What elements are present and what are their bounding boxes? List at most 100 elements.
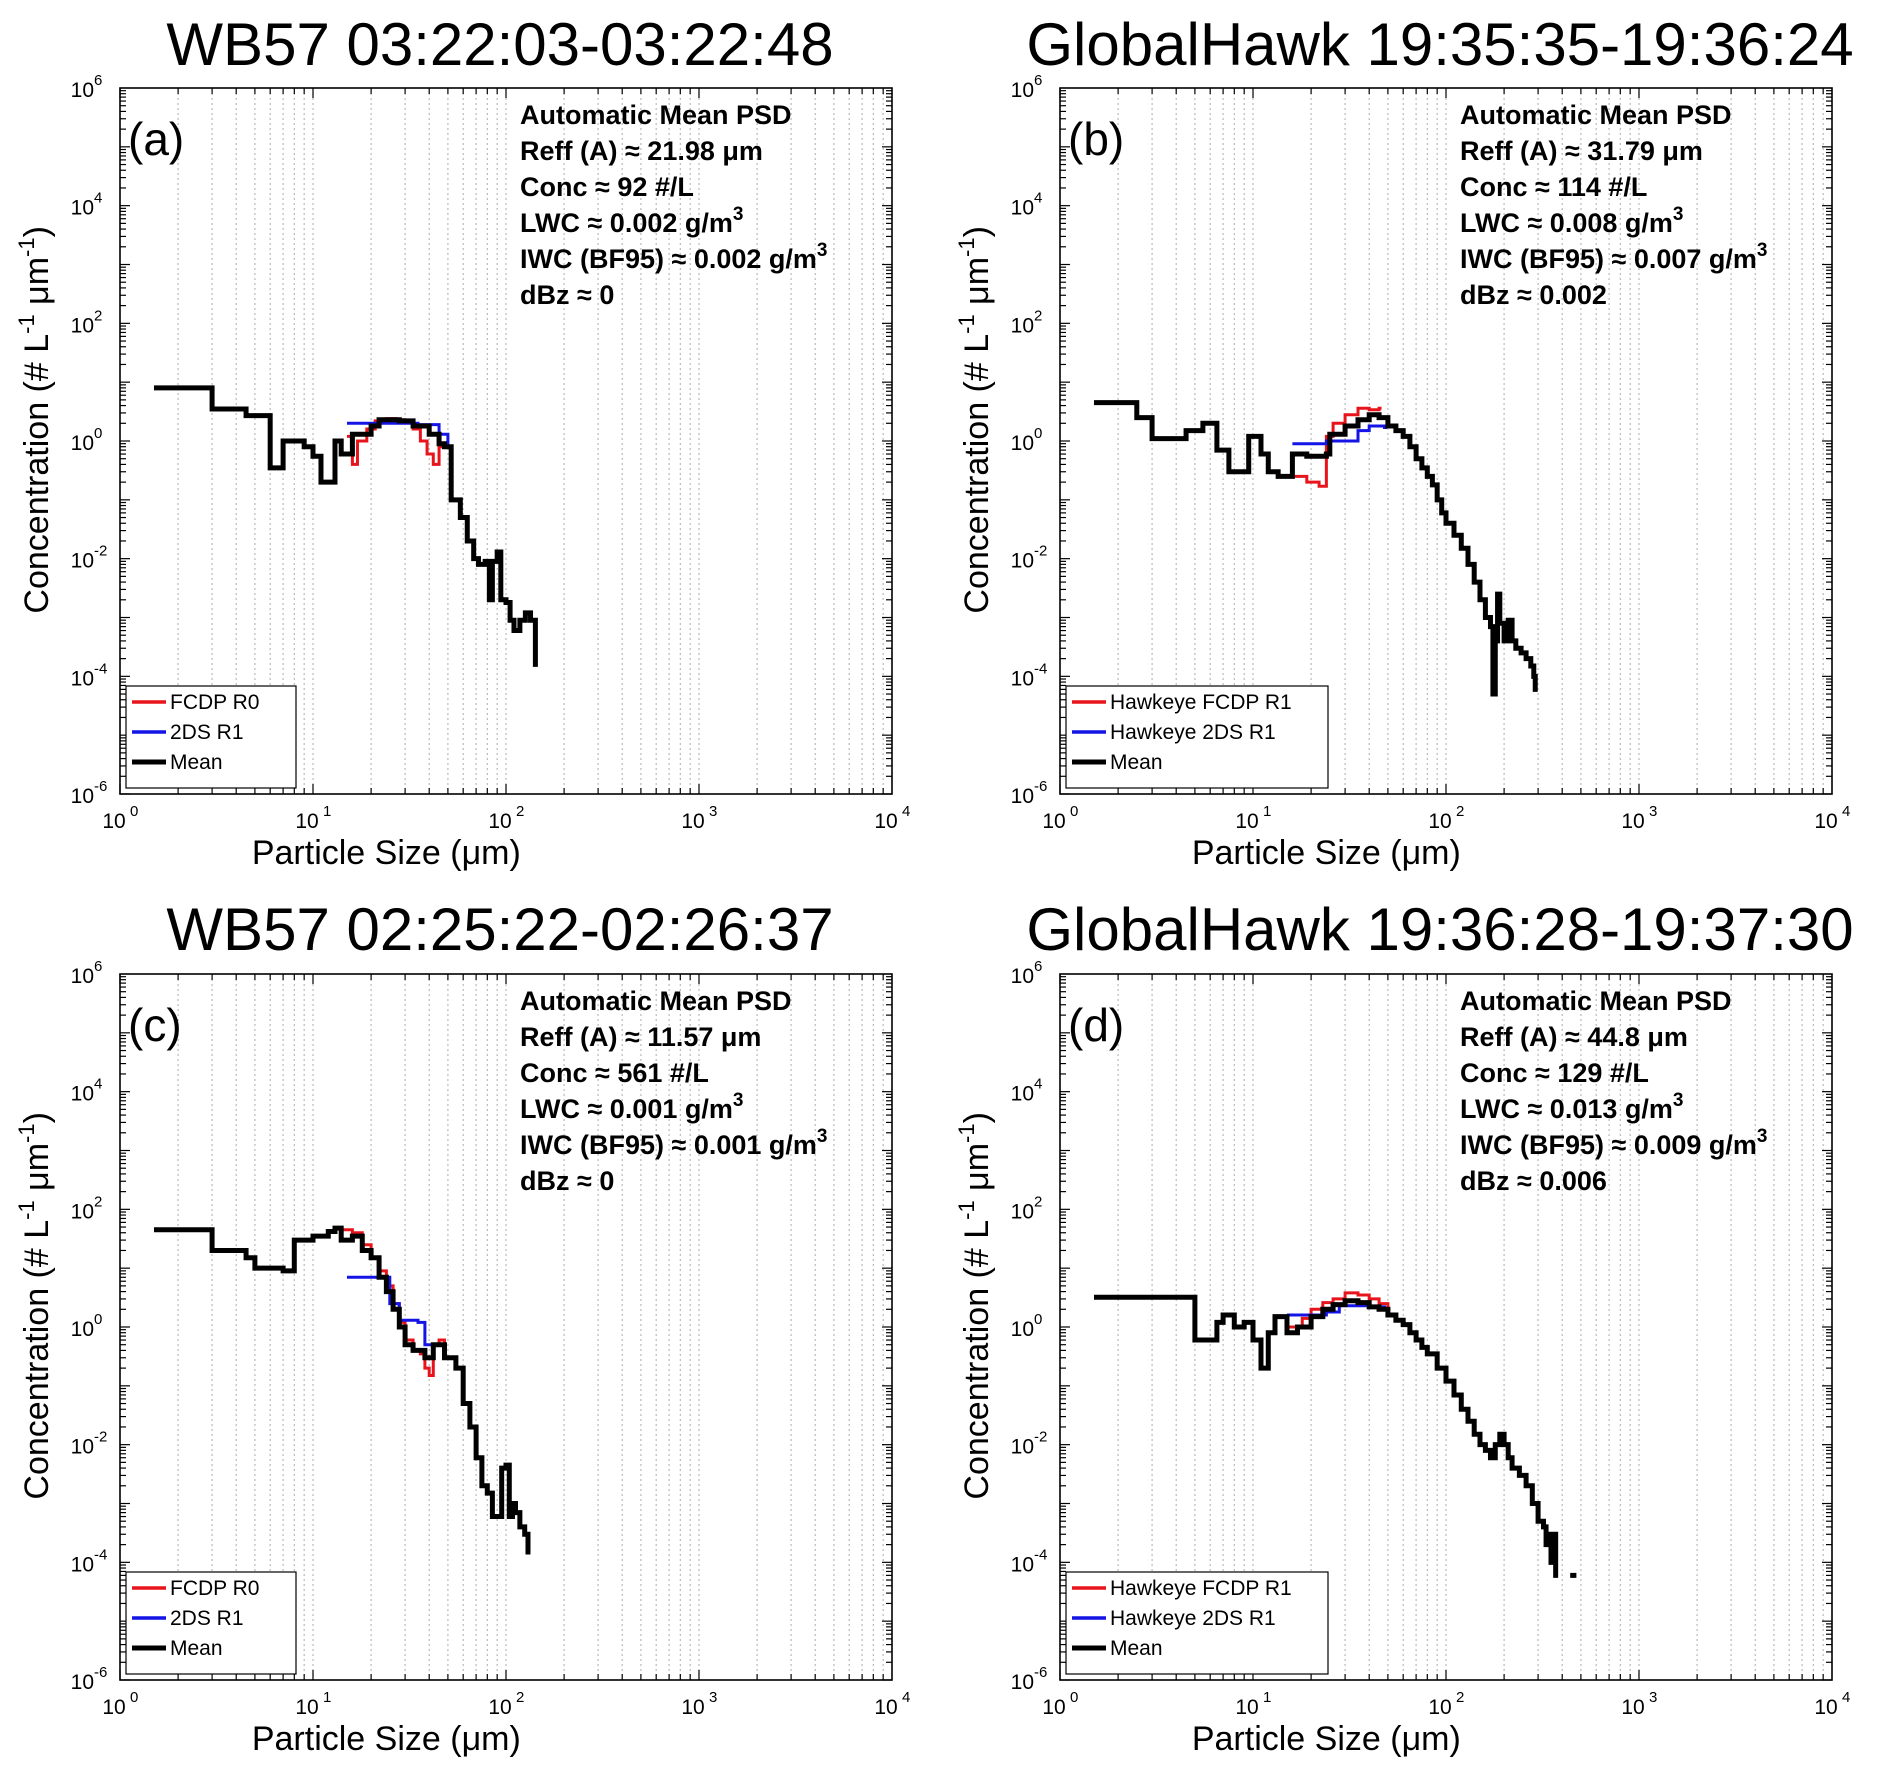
- x-tick-label: 10: [1235, 810, 1258, 833]
- y-tick-label: 10: [1011, 1200, 1034, 1223]
- y-axis-label-part: μm: [18, 1143, 56, 1200]
- stat-superscript: 3: [1757, 1126, 1768, 1147]
- x-axis-label: Particle Size (μm): [1192, 1720, 1461, 1758]
- stat-superscript: 3: [733, 1090, 744, 1111]
- y-tick-label: 10: [71, 432, 94, 455]
- x-tick-exponent: 0: [1070, 803, 1078, 820]
- y-axis-label-part: Concentration (# L: [18, 1220, 56, 1500]
- stat-text: IWC (BF95) ≈ 0.007 g/m: [1460, 244, 1757, 274]
- stat-text: Reff (A) ≈ 44.8 μm: [1460, 1022, 1688, 1052]
- x-tick-exponent: 0: [130, 1689, 138, 1706]
- x-tick-label: 10: [681, 810, 704, 833]
- y-tick-label: 10: [71, 1553, 94, 1576]
- y-tick-exponent: 2: [94, 1193, 102, 1210]
- x-tick-label: 10: [1814, 810, 1837, 833]
- y-tick-exponent: 4: [1034, 190, 1042, 207]
- x-axis-label: Particle Size (μm): [1192, 834, 1461, 872]
- stat-line: Conc ≈ 129 #/L: [1460, 1058, 1649, 1088]
- y-tick-exponent: -4: [1034, 1546, 1047, 1563]
- stat-text: Conc ≈ 561 #/L: [520, 1058, 709, 1088]
- stat-line: IWC (BF95) ≈ 0.001 g/m3: [520, 1126, 827, 1160]
- x-tick-label: 10: [874, 810, 897, 833]
- x-tick-label: 10: [488, 1696, 511, 1719]
- legend-label: Hawkeye FCDP R1: [1110, 1577, 1292, 1600]
- x-tick-label: 10: [295, 810, 318, 833]
- stat-line: Conc ≈ 92 #/L: [520, 172, 694, 202]
- y-tick-exponent: 6: [1034, 958, 1042, 975]
- y-tick-label: 10: [71, 1083, 94, 1106]
- stat-text: Reff (A) ≈ 11.57 μm: [520, 1022, 761, 1052]
- stat-line: Reff (A) ≈ 44.8 μm: [1460, 1022, 1688, 1052]
- y-tick-label: 10: [1011, 667, 1034, 690]
- legend-label: 2DS R1: [170, 721, 244, 744]
- y-axis-label-part: ): [958, 1112, 996, 1123]
- x-tick-exponent: 3: [1649, 1689, 1657, 1706]
- panel-label: (c): [128, 999, 182, 1051]
- x-tick-exponent: 4: [1842, 803, 1850, 820]
- y-axis-label-exponent: -1: [14, 237, 39, 257]
- stat-superscript: 3: [733, 204, 744, 225]
- x-tick-label: 10: [1621, 810, 1644, 833]
- y-tick-exponent: -2: [1034, 543, 1047, 560]
- legend-label: Hawkeye 2DS R1: [1110, 1607, 1276, 1630]
- stat-text: LWC ≈ 0.013 g/m: [1460, 1094, 1673, 1124]
- x-tick-exponent: 4: [902, 1689, 910, 1706]
- stat-text: LWC ≈ 0.008 g/m: [1460, 208, 1673, 238]
- y-axis-label-exponent: -1: [954, 1200, 979, 1220]
- y-tick-label: 10: [1011, 197, 1034, 220]
- y-tick-exponent: -2: [1034, 1429, 1047, 1446]
- legend-label: Hawkeye FCDP R1: [1110, 691, 1292, 714]
- stat-line: IWC (BF95) ≈ 0.009 g/m3: [1460, 1126, 1767, 1160]
- stat-superscript: 3: [817, 240, 828, 261]
- x-tick-label: 10: [1042, 810, 1065, 833]
- y-axis-label-part: Concentration (# L: [18, 334, 56, 614]
- stat-text: Conc ≈ 92 #/L: [520, 172, 694, 202]
- x-tick-exponent: 2: [516, 803, 524, 820]
- y-tick-exponent: 6: [94, 958, 102, 975]
- stat-line: Reff (A) ≈ 31.79 μm: [1460, 136, 1703, 166]
- stat-text: dBz ≈ 0: [520, 1166, 614, 1196]
- y-axis-label: Concentration (# L-1 μm-1): [954, 1112, 996, 1500]
- y-tick-exponent: 0: [1034, 425, 1042, 442]
- x-tick-exponent: 4: [902, 803, 910, 820]
- x-tick-exponent: 2: [516, 1689, 524, 1706]
- y-axis-label-exponent: -1: [954, 237, 979, 257]
- y-tick-label: 10: [1011, 1083, 1034, 1106]
- y-tick-exponent: 4: [94, 1076, 102, 1093]
- legend-box: [1065, 685, 1329, 789]
- y-axis-label-part: Concentration (# L: [958, 1220, 996, 1500]
- chart-title: WB57 03:22:03-03:22:48: [166, 11, 833, 78]
- stat-line: LWC ≈ 0.001 g/m3: [520, 1090, 743, 1124]
- legend-label: Mean: [170, 1637, 223, 1660]
- legend-label: FCDP R0: [170, 1577, 259, 1600]
- x-tick-label: 10: [1235, 1696, 1258, 1719]
- stat-text: LWC ≈ 0.001 g/m: [520, 1094, 733, 1124]
- series-line-mean: [153, 385, 538, 667]
- stat-text: Conc ≈ 129 #/L: [1460, 1058, 1649, 1088]
- x-tick-exponent: 3: [709, 803, 717, 820]
- y-tick-label: 10: [1011, 965, 1034, 988]
- legend: Hawkeye FCDP R1 Hawkeye 2DS R1 Mean: [1065, 1571, 1329, 1675]
- y-axis-label-part: ): [958, 226, 996, 237]
- y-axis-label-part: μm: [958, 257, 996, 314]
- stat-text: Automatic Mean PSD: [520, 986, 792, 1016]
- y-tick-exponent: 2: [1034, 1193, 1042, 1210]
- stat-superscript: 3: [1757, 240, 1768, 261]
- legend: Hawkeye FCDP R1 Hawkeye 2DS R1 Mean: [1065, 685, 1329, 789]
- stat-line: IWC (BF95) ≈ 0.007 g/m3: [1460, 240, 1767, 274]
- series-line-hawkeye-fcdp-r1: [1292, 406, 1382, 488]
- y-tick-label: 10: [1011, 1671, 1034, 1694]
- x-tick-exponent: 0: [1070, 1689, 1078, 1706]
- y-axis-label-exponent: -1: [954, 314, 979, 334]
- x-tick-label: 10: [1428, 1696, 1451, 1719]
- series-line-mean: [153, 1225, 531, 1555]
- stat-line: dBz ≈ 0.006: [1460, 1166, 1607, 1196]
- legend: FCDP R0 2DS R1 Mean: [125, 685, 297, 789]
- y-axis-label: Concentration (# L-1 μm-1): [14, 1112, 56, 1500]
- y-tick-label: 10: [71, 785, 94, 808]
- y-tick-label: 10: [1011, 1553, 1034, 1576]
- y-tick-label: 10: [71, 965, 94, 988]
